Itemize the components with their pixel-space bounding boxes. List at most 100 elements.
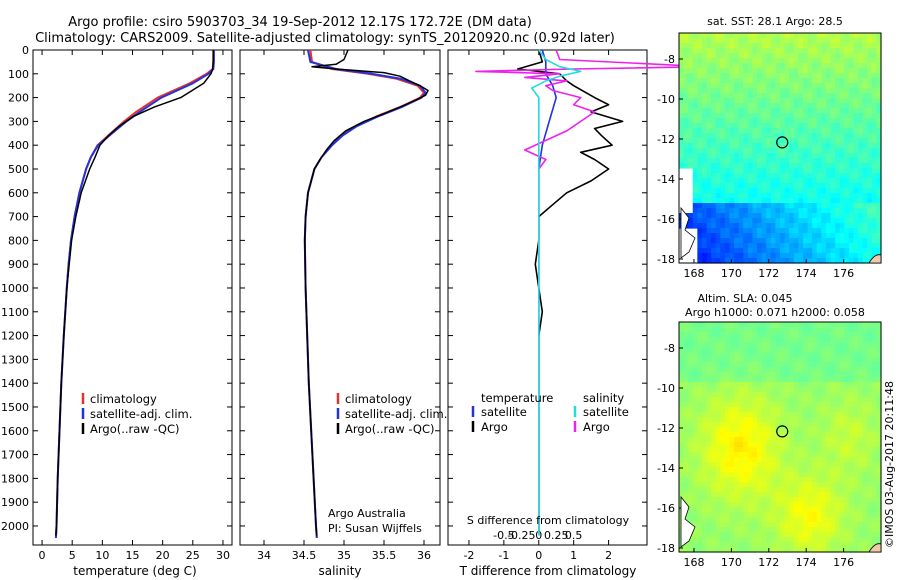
sla-cell bbox=[853, 427, 859, 433]
depth-tick-label: 700 bbox=[8, 211, 29, 224]
sla-cell bbox=[761, 477, 767, 483]
sla-cell bbox=[738, 392, 744, 398]
sla-cell bbox=[844, 472, 850, 478]
sla-cell bbox=[780, 377, 786, 383]
sla-cell bbox=[807, 372, 813, 378]
sla-cell bbox=[692, 377, 698, 383]
sla-cell bbox=[720, 517, 726, 523]
sla-cell bbox=[757, 367, 763, 373]
sst-cell bbox=[766, 208, 772, 214]
sst-cell bbox=[821, 243, 827, 249]
sst-cell bbox=[775, 218, 781, 224]
x-tick-label: 10 bbox=[95, 549, 109, 562]
sst-cell bbox=[793, 183, 799, 189]
sst-cell bbox=[780, 88, 786, 94]
sst-cell bbox=[798, 233, 804, 239]
sla-cell bbox=[747, 397, 754, 403]
sla-cell bbox=[780, 462, 786, 468]
sla-cell bbox=[697, 477, 703, 483]
sla-cell bbox=[839, 472, 845, 478]
sla-cell bbox=[812, 367, 818, 373]
sst-cell bbox=[798, 153, 804, 159]
sst-cell bbox=[802, 108, 809, 114]
sst-cell bbox=[724, 248, 731, 254]
sla-cell bbox=[784, 462, 790, 468]
sla-cell bbox=[724, 322, 731, 328]
sst-cell bbox=[807, 48, 813, 54]
sla-cell bbox=[825, 427, 832, 433]
sst-cell bbox=[844, 108, 850, 114]
sla-cell bbox=[738, 522, 744, 528]
sst-cell bbox=[683, 83, 689, 89]
sst-cell bbox=[807, 248, 813, 254]
sst-cell bbox=[770, 38, 777, 44]
sst-cell bbox=[734, 48, 740, 54]
sst-cell bbox=[747, 78, 754, 84]
sst-cell bbox=[821, 228, 827, 234]
sst-cell bbox=[853, 218, 859, 224]
sla-cell bbox=[706, 517, 712, 523]
sst-cell bbox=[747, 73, 754, 79]
sla-cell bbox=[793, 442, 799, 448]
depth-tick-label: 300 bbox=[8, 115, 29, 128]
depth-tick-label: 1700 bbox=[1, 449, 29, 462]
sst-cell bbox=[816, 193, 822, 199]
sst-cell bbox=[752, 248, 758, 254]
sla-cell bbox=[757, 417, 763, 423]
sla-cell bbox=[757, 362, 763, 368]
sla-cell bbox=[839, 402, 845, 408]
sla-cell bbox=[720, 372, 726, 378]
sla-cell bbox=[724, 417, 731, 423]
sla-cell bbox=[821, 437, 827, 443]
sst-cell bbox=[747, 143, 754, 149]
sst-cell bbox=[761, 168, 767, 174]
sst-cell bbox=[734, 43, 740, 49]
sla-cell bbox=[867, 427, 873, 433]
sst-cell bbox=[802, 188, 809, 194]
sst-cell bbox=[692, 188, 698, 194]
sst-cell bbox=[867, 168, 873, 174]
sst-cell bbox=[706, 58, 712, 64]
sst-cell bbox=[766, 53, 772, 59]
sst-cell bbox=[683, 43, 689, 49]
sla-cell bbox=[830, 392, 836, 398]
sst-cell bbox=[830, 208, 836, 214]
sla-cell bbox=[766, 327, 772, 333]
sst-cell bbox=[706, 53, 712, 59]
sla-cell bbox=[871, 537, 878, 543]
sst-cell bbox=[752, 38, 758, 44]
sla-cell bbox=[743, 437, 749, 443]
sla-cell bbox=[789, 482, 795, 488]
sst-cell bbox=[679, 103, 685, 109]
sst-cell bbox=[692, 198, 698, 204]
sla-cell bbox=[798, 352, 804, 358]
sst-cell bbox=[766, 118, 772, 124]
sla-cell bbox=[830, 512, 836, 518]
sla-cell bbox=[839, 467, 845, 473]
sst-cell bbox=[761, 128, 767, 134]
sst-cell bbox=[697, 168, 703, 174]
sla-cell bbox=[825, 442, 832, 448]
sla-cell bbox=[706, 532, 712, 538]
sst-cell bbox=[720, 108, 726, 114]
sst-cell bbox=[724, 243, 731, 249]
sst-cell bbox=[853, 98, 859, 104]
sst-cell bbox=[867, 133, 873, 139]
sla-cell bbox=[798, 547, 804, 553]
sla-cell bbox=[821, 402, 827, 408]
sla-cell bbox=[830, 327, 836, 333]
sla-cell bbox=[711, 392, 717, 398]
sst-cell bbox=[775, 63, 781, 69]
sla-cell bbox=[825, 362, 832, 368]
sla-cell bbox=[729, 427, 735, 433]
sla-cell bbox=[830, 502, 836, 508]
sst-cell bbox=[862, 78, 868, 84]
sla-cell bbox=[862, 457, 868, 463]
sst-cell bbox=[858, 228, 864, 234]
sst-cell bbox=[692, 168, 698, 174]
sst-cell bbox=[867, 248, 873, 254]
sla-cell bbox=[729, 472, 735, 478]
sst-cell bbox=[729, 108, 735, 114]
sla-cell bbox=[821, 542, 827, 548]
sla-cell bbox=[812, 527, 818, 533]
